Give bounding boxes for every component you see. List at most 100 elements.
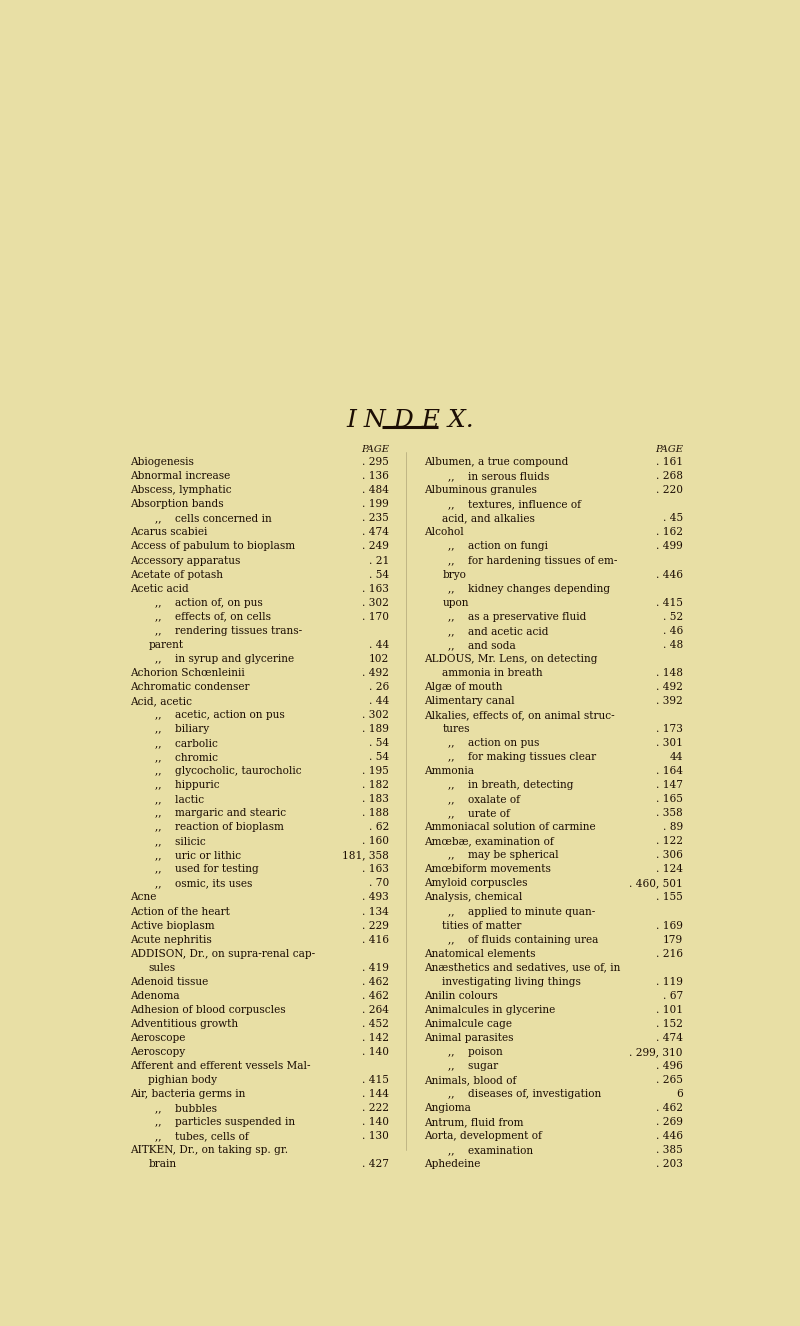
Text: Anilin colours: Anilin colours — [424, 991, 498, 1001]
Text: Absorption bands: Absorption bands — [130, 500, 223, 509]
Text: ,,    bubbles: ,, bubbles — [154, 1103, 217, 1113]
Text: ,,    rendering tissues trans-: ,, rendering tissues trans- — [154, 626, 302, 635]
Text: ,,    carbolic: ,, carbolic — [154, 739, 218, 748]
Text: ,,    reaction of bioplasm: ,, reaction of bioplasm — [154, 822, 283, 833]
Text: Air, bacteria germs in: Air, bacteria germs in — [130, 1089, 245, 1099]
Text: Amyloid corpuscles: Amyloid corpuscles — [424, 878, 527, 888]
Text: bryo: bryo — [442, 570, 466, 579]
Text: . 496: . 496 — [656, 1061, 682, 1071]
Text: . 492: . 492 — [362, 668, 389, 678]
Text: Alcohol: Alcohol — [424, 528, 463, 537]
Text: Acetate of potash: Acetate of potash — [130, 570, 222, 579]
Text: . 474: . 474 — [362, 528, 389, 537]
Text: . 48: . 48 — [662, 639, 682, 650]
Text: Abnormal increase: Abnormal increase — [130, 471, 230, 481]
Text: ADDISON, Dr., on supra-renal cap-: ADDISON, Dr., on supra-renal cap- — [130, 948, 315, 959]
Text: ,,    textures, influence of: ,, textures, influence of — [449, 500, 582, 509]
Text: . 462: . 462 — [362, 991, 389, 1001]
Text: tities of matter: tities of matter — [442, 920, 522, 931]
Text: tures: tures — [442, 724, 470, 735]
Text: Adhesion of blood corpuscles: Adhesion of blood corpuscles — [130, 1005, 286, 1014]
Text: . 182: . 182 — [362, 780, 389, 790]
Text: ,,    in serous fluids: ,, in serous fluids — [449, 471, 550, 481]
Text: Amœbæ, examination of: Amœbæ, examination of — [424, 837, 554, 846]
Text: ,,    as a preservative fluid: ,, as a preservative fluid — [449, 611, 587, 622]
Text: ,,    may be spherical: ,, may be spherical — [449, 850, 559, 861]
Text: . 416: . 416 — [362, 935, 389, 944]
Text: Anatomical elements: Anatomical elements — [424, 948, 535, 959]
Text: Antrum, fluid from: Antrum, fluid from — [424, 1116, 523, 1127]
Text: ,,    sugar: ,, sugar — [449, 1061, 498, 1071]
Text: . 162: . 162 — [656, 528, 682, 537]
Text: . 54: . 54 — [369, 570, 389, 579]
Text: . 170: . 170 — [362, 611, 389, 622]
Text: PAGE: PAGE — [361, 446, 389, 453]
Text: . 54: . 54 — [369, 739, 389, 748]
Text: Anæsthetics and sedatives, use of, in: Anæsthetics and sedatives, use of, in — [424, 963, 620, 973]
Text: sules: sules — [148, 963, 175, 973]
Text: . 220: . 220 — [656, 485, 682, 496]
Text: . 302: . 302 — [362, 598, 389, 607]
Text: . 474: . 474 — [656, 1033, 682, 1042]
Text: . 122: . 122 — [656, 837, 682, 846]
Text: . 134: . 134 — [362, 907, 389, 916]
Text: Abscess, lymphatic: Abscess, lymphatic — [130, 485, 231, 496]
Text: . 427: . 427 — [362, 1159, 389, 1170]
Text: ,,    action on fungi: ,, action on fungi — [449, 541, 549, 552]
Text: ,,    diseases of, investigation: ,, diseases of, investigation — [449, 1089, 602, 1099]
Text: . 268: . 268 — [656, 471, 682, 481]
Text: Animalcule cage: Animalcule cage — [424, 1018, 512, 1029]
Text: brain: brain — [148, 1159, 177, 1170]
Text: Afferent and efferent vessels Mal-: Afferent and efferent vessels Mal- — [130, 1061, 310, 1071]
Text: Aeroscope: Aeroscope — [130, 1033, 185, 1042]
Text: Access of pabulum to bioplasm: Access of pabulum to bioplasm — [130, 541, 295, 552]
Text: . 306: . 306 — [656, 850, 682, 861]
Text: Accessory apparatus: Accessory apparatus — [130, 556, 240, 565]
Text: . 249: . 249 — [362, 541, 389, 552]
Text: . 62: . 62 — [369, 822, 389, 833]
Text: Aorta, development of: Aorta, development of — [424, 1131, 542, 1142]
Text: parent: parent — [148, 639, 183, 650]
Text: ,,    glycocholic, taurocholic: ,, glycocholic, taurocholic — [154, 766, 301, 776]
Text: ,,    in breath, detecting: ,, in breath, detecting — [449, 780, 574, 790]
Text: . 46: . 46 — [662, 626, 682, 635]
Text: ALDOUS, Mr. Lens, on detecting: ALDOUS, Mr. Lens, on detecting — [424, 654, 597, 664]
Text: . 415: . 415 — [656, 598, 682, 607]
Text: Amœbiform movements: Amœbiform movements — [424, 865, 550, 874]
Text: . 140: . 140 — [362, 1048, 389, 1057]
Text: ,,    chromic: ,, chromic — [154, 752, 218, 762]
Text: . 302: . 302 — [362, 709, 389, 720]
Text: Animals, blood of: Animals, blood of — [424, 1075, 516, 1085]
Text: . 419: . 419 — [362, 963, 389, 973]
Text: ,,    applied to minute quan-: ,, applied to minute quan- — [449, 907, 596, 916]
Text: ,,    poison: ,, poison — [449, 1048, 503, 1057]
Text: ,,    and acetic acid: ,, and acetic acid — [449, 626, 549, 635]
Text: 181, 358: 181, 358 — [342, 850, 389, 861]
Text: . 70: . 70 — [369, 878, 389, 888]
Text: . 195: . 195 — [362, 766, 389, 776]
Text: . 295: . 295 — [362, 457, 389, 467]
Text: . 415: . 415 — [362, 1075, 389, 1085]
Text: . 44: . 44 — [369, 696, 389, 705]
Text: . 119: . 119 — [656, 977, 682, 987]
Text: ,,    acetic, action on pus: ,, acetic, action on pus — [154, 709, 284, 720]
Text: Acne: Acne — [130, 892, 156, 903]
Text: ,,    examination: ,, examination — [449, 1146, 534, 1155]
Text: . 165: . 165 — [656, 794, 682, 804]
Text: Achromatic condenser: Achromatic condenser — [130, 682, 250, 692]
Text: . 385: . 385 — [656, 1146, 682, 1155]
Text: Aeroscopy: Aeroscopy — [130, 1048, 185, 1057]
Text: . 493: . 493 — [362, 892, 389, 903]
Text: . 484: . 484 — [362, 485, 389, 496]
Text: ,,    and soda: ,, and soda — [449, 639, 516, 650]
Text: Acid, acetic: Acid, acetic — [130, 696, 192, 705]
Text: . 101: . 101 — [656, 1005, 682, 1014]
Text: acid, and alkalies: acid, and alkalies — [442, 513, 535, 524]
Text: . 173: . 173 — [656, 724, 682, 735]
Text: . 124: . 124 — [656, 865, 682, 874]
Text: Adenoma: Adenoma — [130, 991, 179, 1001]
Text: . 45: . 45 — [662, 513, 682, 524]
Text: . 222: . 222 — [362, 1103, 389, 1113]
Text: Ammoniacal solution of carmine: Ammoniacal solution of carmine — [424, 822, 595, 833]
Text: Animal parasites: Animal parasites — [424, 1033, 513, 1042]
